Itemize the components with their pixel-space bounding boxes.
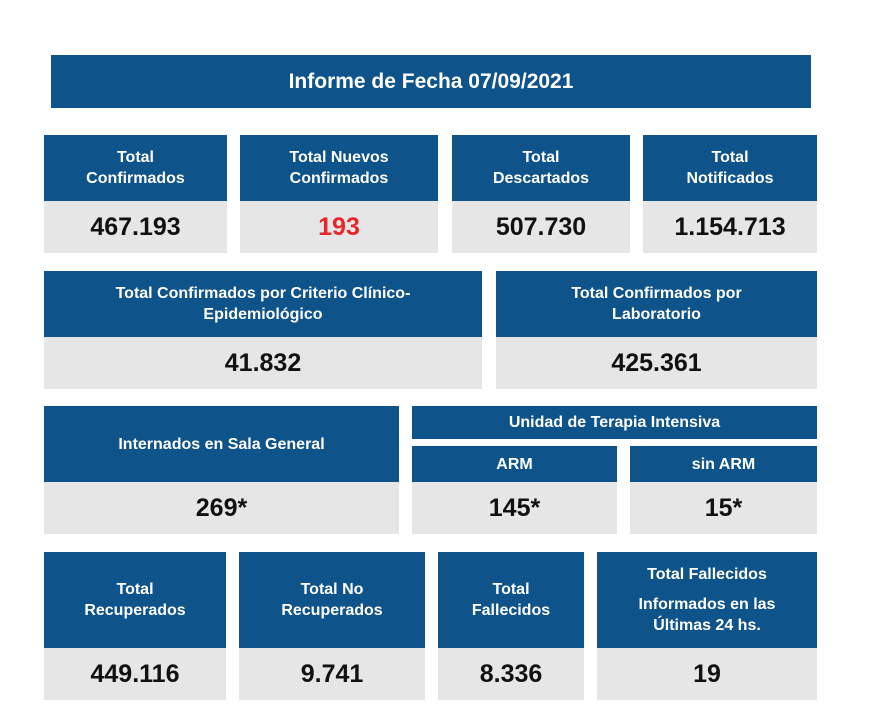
fallecidos-24-line1: Total Fallecidos <box>647 566 767 583</box>
fallecidos-ultimas-24hs-value: 19 <box>597 648 817 700</box>
sin-arm-value: 15* <box>630 482 817 534</box>
total-recuperados-header: Total Recuperados <box>44 552 226 648</box>
total-recuperados-value: 449.116 <box>44 648 226 700</box>
fallecidos-ultimas-24hs-header: Total Fallecidos Informados en las Últim… <box>597 552 817 648</box>
sin-arm-header: sin ARM <box>630 446 817 482</box>
total-confirmados-header: Total Confirmados <box>44 135 227 201</box>
total-nuevos-confirmados-value: 193 <box>240 201 438 253</box>
total-notificados-value: 1.154.713 <box>643 201 817 253</box>
uti-header: Unidad de Terapia Intensiva <box>412 406 817 439</box>
total-no-recuperados-header: Total No Recuperados <box>239 552 425 648</box>
arm-header: ARM <box>412 446 617 482</box>
internados-sala-general-header: Internados en Sala General <box>44 406 399 482</box>
confirmados-clinico-epidemiologico-value: 41.832 <box>44 337 482 389</box>
confirmados-clinico-epidemiologico-header: Total Confirmados por Criterio Clínico- … <box>44 271 482 337</box>
total-no-recuperados-value: 9.741 <box>239 648 425 700</box>
total-confirmados-value: 467.193 <box>44 201 227 253</box>
arm-value: 145* <box>412 482 617 534</box>
total-notificados-header: Total Notificados <box>643 135 817 201</box>
total-descartados-value: 507.730 <box>452 201 630 253</box>
confirmados-laboratorio-value: 425.361 <box>496 337 817 389</box>
total-descartados-header: Total Descartados <box>452 135 630 201</box>
internados-sala-general-value: 269* <box>44 482 399 534</box>
total-fallecidos-header: Total Fallecidos <box>438 552 584 648</box>
total-nuevos-confirmados-header: Total Nuevos Confirmados <box>240 135 438 201</box>
report-title: Informe de Fecha 07/09/2021 <box>51 55 811 108</box>
total-fallecidos-value: 8.336 <box>438 648 584 700</box>
confirmados-laboratorio-header: Total Confirmados por Laboratorio <box>496 271 817 337</box>
fallecidos-24-line2: Informados en las Últimas 24 hs. <box>638 596 776 634</box>
